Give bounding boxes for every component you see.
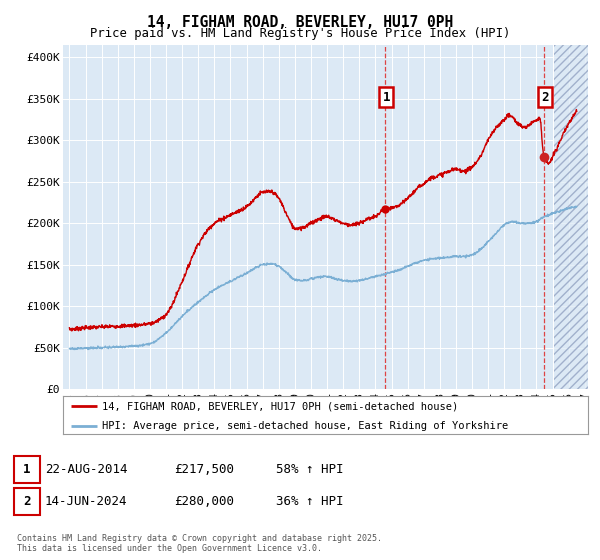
Text: 58% ↑ HPI: 58% ↑ HPI [276,463,343,476]
Text: 22-AUG-2014: 22-AUG-2014 [45,463,128,476]
Text: 14, FIGHAM ROAD, BEVERLEY, HU17 0PH: 14, FIGHAM ROAD, BEVERLEY, HU17 0PH [147,15,453,30]
Text: 14, FIGHAM ROAD, BEVERLEY, HU17 0PH (semi-detached house): 14, FIGHAM ROAD, BEVERLEY, HU17 0PH (sem… [103,401,458,411]
Text: Contains HM Land Registry data © Crown copyright and database right 2025.
This d: Contains HM Land Registry data © Crown c… [17,534,382,553]
Text: 36% ↑ HPI: 36% ↑ HPI [276,495,343,508]
Text: HPI: Average price, semi-detached house, East Riding of Yorkshire: HPI: Average price, semi-detached house,… [103,421,509,431]
Text: 1: 1 [382,91,390,104]
Text: 14-JUN-2024: 14-JUN-2024 [45,495,128,508]
Text: 2: 2 [541,91,548,104]
Text: £217,500: £217,500 [174,463,234,476]
Text: 1: 1 [23,463,31,476]
Text: £280,000: £280,000 [174,495,234,508]
Text: Price paid vs. HM Land Registry's House Price Index (HPI): Price paid vs. HM Land Registry's House … [90,27,510,40]
Text: 2: 2 [23,495,31,508]
